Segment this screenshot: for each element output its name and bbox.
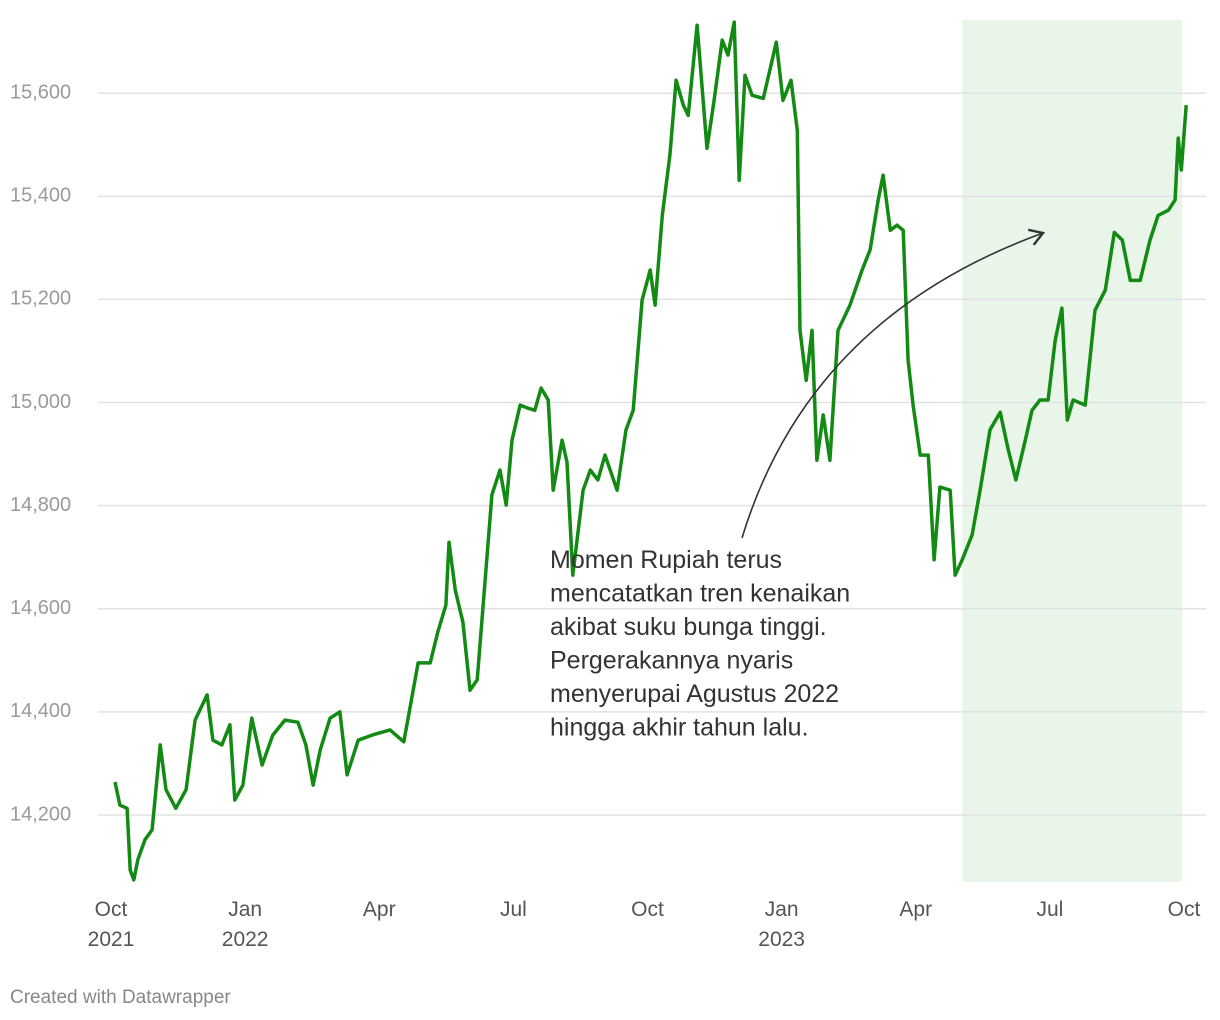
y-tick-label: 15,400 (10, 185, 71, 207)
data-line (113, 20, 1188, 882)
footer: Created with Datawrapper (10, 987, 231, 1008)
y-tick-label: 15,200 (10, 288, 71, 310)
background-layer (962, 20, 1183, 882)
annotation-line: Momen Rupiah terus (550, 546, 782, 574)
y-tick-label: 14,600 (10, 597, 71, 619)
x-tick-label: Jul (1036, 898, 1063, 921)
x-tick-label: Apr (363, 898, 396, 921)
annotation-line: akibat suku bunga tinggi. (550, 613, 827, 641)
y-tick-label: 14,400 (10, 700, 71, 722)
x-tick-label: Jul (500, 898, 527, 921)
x-tick-label: Jan 2023 (758, 898, 805, 951)
grid-layer: 14,200 14,400 14,600 14,800 15,000 15,200 15,4… (10, 81, 1206, 951)
annotation-line: menyerupai Agustus 2022 (550, 680, 839, 708)
x-tick-label: Oct (1168, 898, 1201, 921)
annotation: Momen Rupiah terus mencatatkan tren kenai… (550, 546, 850, 742)
y-tick-label: 14,200 (10, 803, 71, 825)
x-tick-label: Oct (631, 898, 664, 921)
x-tick-label: Oct 2021 (88, 898, 135, 951)
x-tick-label: Jan 2022 (222, 898, 269, 951)
annotation-arrow (741, 228, 1046, 539)
y-tick-label: 14,800 (10, 494, 71, 516)
annotation-line: mencatatkan tren kenaikan (550, 580, 850, 608)
annotation-line: hingga akhir tahun lalu. (550, 714, 809, 742)
x-tick-label: Apr (899, 898, 932, 921)
annotation-line: Pergerakannya nyaris (550, 647, 793, 675)
highlight-band (962, 20, 1183, 882)
y-tick-label: 15,600 (10, 81, 71, 103)
y-tick-label: 15,000 (10, 391, 71, 413)
marks-layer (113, 20, 1188, 882)
